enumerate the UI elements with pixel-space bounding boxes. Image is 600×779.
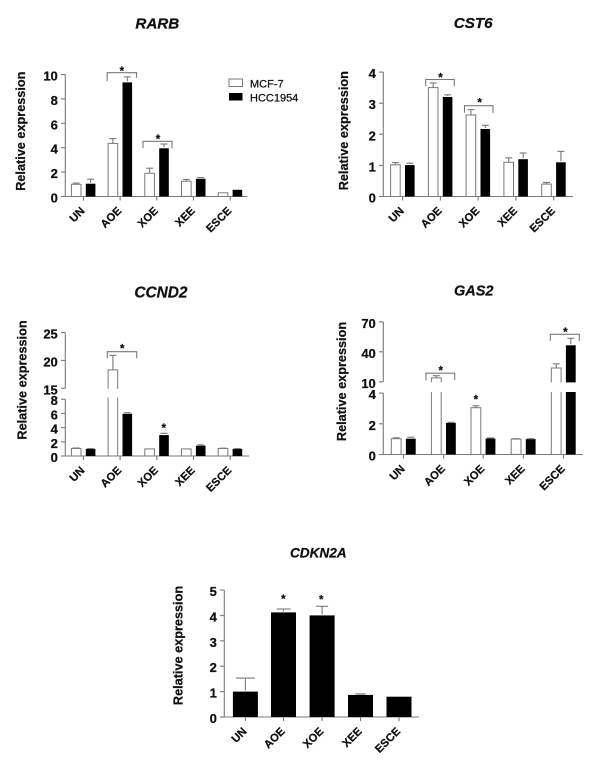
svg-text:*: * [120,66,125,78]
svg-text:*: * [319,594,324,606]
svg-text:0: 0 [51,450,58,465]
svg-text:Relative expression: Relative expression [16,320,30,439]
svg-text:2: 2 [210,660,217,675]
svg-text:2: 2 [369,418,376,433]
svg-text:2: 2 [51,436,58,451]
svg-text:*: * [438,73,443,85]
svg-text:40: 40 [361,346,375,361]
svg-text:4: 4 [369,66,377,81]
svg-text:CST6: CST6 [454,15,493,32]
svg-text:4: 4 [369,387,377,402]
svg-text:10: 10 [43,69,57,84]
svg-text:*: * [563,327,568,339]
svg-text:Relative expression: Relative expression [14,72,28,191]
svg-text:3: 3 [369,97,376,112]
svg-text:25: 25 [43,327,57,342]
svg-text:4: 4 [210,609,218,624]
svg-text:4: 4 [51,142,59,157]
svg-text:6: 6 [51,117,58,132]
svg-text:RARB: RARB [135,16,179,33]
svg-text:6: 6 [51,407,58,422]
svg-text:70: 70 [361,316,375,331]
svg-text:CCND2: CCND2 [134,284,187,301]
svg-text:2: 2 [51,166,58,181]
svg-text:*: * [477,98,482,110]
svg-text:Relative expression: Relative expression [335,322,349,441]
svg-text:0: 0 [51,191,58,206]
svg-text:0: 0 [210,711,217,726]
svg-text:*: * [281,594,286,606]
svg-text:5: 5 [210,584,217,599]
svg-text:*: * [120,343,125,355]
svg-text:0: 0 [369,191,376,206]
svg-text:*: * [439,366,444,378]
svg-text:2: 2 [369,128,376,143]
svg-text:Relative expression: Relative expression [337,71,351,190]
svg-text:15: 15 [43,382,57,397]
svg-text:HCC1954: HCC1954 [250,92,298,104]
svg-text:8: 8 [51,93,58,108]
svg-text:MCF-7: MCF-7 [250,78,284,90]
svg-text:8: 8 [51,393,58,408]
svg-text:GAS2: GAS2 [454,284,494,300]
svg-text:3: 3 [210,635,217,650]
svg-text:*: * [474,394,479,406]
svg-text:0: 0 [369,449,376,464]
svg-text:1: 1 [369,159,376,174]
svg-text:1: 1 [210,686,217,701]
svg-text:*: * [162,423,167,435]
svg-text:Relative expression: Relative expression [171,586,185,705]
svg-text:4: 4 [51,422,59,437]
svg-text:*: * [156,134,161,146]
svg-text:20: 20 [43,354,57,369]
svg-text:10: 10 [361,376,375,391]
svg-text:CDKN2A: CDKN2A [290,545,347,560]
